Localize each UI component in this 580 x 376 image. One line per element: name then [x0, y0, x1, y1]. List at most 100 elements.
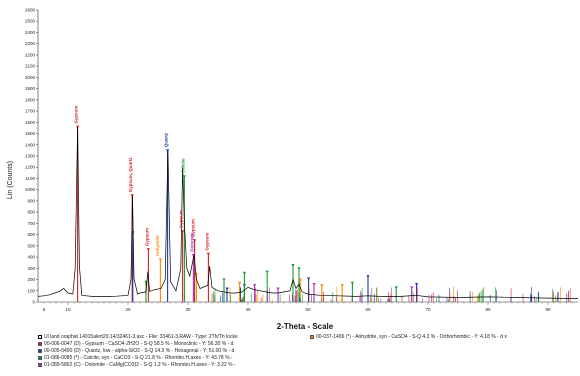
- y-tick-label: 600: [27, 232, 35, 237]
- y-axis-label: Lin (Counts): [7, 161, 14, 199]
- peak-tag-label: Calcite: [180, 158, 185, 173]
- y-tick-label: 1100: [25, 176, 35, 181]
- phase-peak-cap: [206, 252, 210, 256]
- peak-tags: Gypsum Gypsum, Quartz Gypsum Anhydrite Quart…: [74, 106, 210, 257]
- legend-swatch: [38, 348, 42, 353]
- legend-text: 00-037-1496 (*) - Anhydrite, syn - CaSO4…: [316, 333, 507, 340]
- y-tick-label: 2500: [25, 19, 36, 24]
- legend-entry-scan: Ul land oraphat 14015alert29.14/32461-3.…: [38, 333, 238, 340]
- x-tick-label: 50: [305, 307, 311, 312]
- legend-entry-gypsum: 00-006-0047 (D) - Gypsum - CaSO4·2H2O - …: [38, 340, 233, 347]
- y-tick-label: 1200: [25, 165, 36, 170]
- phase-peak-cap: [253, 284, 257, 288]
- y-tick-label: 0: [32, 300, 35, 305]
- peak-tag-label: Gypsum: [179, 210, 184, 228]
- y-tick-label: 2400: [25, 30, 36, 35]
- phase-peak-cap: [158, 258, 162, 262]
- x-tick-label: 90: [545, 307, 551, 312]
- phase-peak-cap: [182, 175, 186, 179]
- legend-swatch: [38, 341, 42, 346]
- x-axis-label: 2-Theta - Scale: [277, 322, 334, 331]
- phase-peak-cap: [222, 278, 226, 282]
- phase-peak-cap: [307, 277, 311, 281]
- y-tick-label: 1000: [25, 187, 36, 192]
- y-tick-label: 400: [27, 255, 35, 260]
- y-tick-label: 1500: [25, 131, 36, 136]
- phase-peak-cap: [340, 284, 344, 288]
- y-tick-label: 2300: [25, 41, 36, 46]
- legend-entry-quartz: 00-005-0490 (D) - Quartz, low - alpha-Si…: [38, 347, 234, 354]
- peak-tag-label: Gypsum: [191, 219, 196, 237]
- series-group: [37, 126, 579, 299]
- x-tick-label: 10: [65, 307, 71, 312]
- legend-swatch: [38, 355, 42, 360]
- phase-peak-cap: [242, 271, 246, 275]
- y-tick-label: 2100: [25, 64, 36, 69]
- y-tick-label: 700: [27, 221, 35, 226]
- legend: Ul land oraphat 14015alert29.14/32461-3.…: [38, 333, 578, 373]
- phase-peak-cap: [193, 239, 197, 243]
- y-tick-label: 800: [27, 210, 35, 215]
- phase-peak-cap: [276, 287, 280, 291]
- y-tick-label: 1700: [25, 109, 36, 114]
- peak-tag-label: Dolomite: [189, 232, 194, 252]
- x-tick-label: 20: [125, 307, 131, 312]
- y-tick-label: 2200: [25, 52, 36, 57]
- y-tick-label: 300: [27, 266, 35, 271]
- legend-text: 00-005-0490 (D) - Quartz, low - alpha-Si…: [44, 347, 235, 354]
- y-tick-label: 1300: [25, 154, 36, 159]
- phase-peak-cap: [320, 284, 324, 288]
- phase-peak-cap: [350, 281, 354, 285]
- peak-tag-label: Quartz: [164, 132, 169, 147]
- phase-peak-cap: [291, 263, 295, 267]
- legend-swatch: [38, 362, 42, 367]
- legend-swatch: [38, 334, 42, 339]
- phase-peak-cap: [238, 281, 242, 285]
- phase-peak-cap: [194, 272, 198, 276]
- phase-peak-cap: [410, 286, 414, 290]
- legend-text: Ul land oraphat 14015alert29.14/32461-3.…: [44, 333, 238, 340]
- y-tick-label: 1600: [25, 120, 36, 125]
- measured-pattern-line: [37, 126, 579, 299]
- phase-peak-cap: [146, 248, 150, 252]
- peak-tag-label: Gypsum: [204, 233, 209, 251]
- plot-area: [37, 10, 578, 303]
- legend-swatch: [310, 334, 314, 339]
- phase-peak-cap: [225, 287, 229, 291]
- x-tick-label: 40: [245, 307, 251, 312]
- legend-text: 01-086-0085 (*) - Calcite, syn - CaCO3 -…: [44, 354, 233, 361]
- x-tick-label: 80: [485, 307, 491, 312]
- y-tick-label: 500: [27, 243, 35, 248]
- x-tick-label: 60: [365, 307, 371, 312]
- y-tick-label: 2000: [25, 75, 36, 80]
- y-tick-label: 200: [27, 277, 35, 282]
- peak-tag-label: Gypsum: [74, 106, 79, 124]
- y-tick-label: 1900: [25, 86, 36, 91]
- x-tick-label: 6: [43, 307, 46, 312]
- phase-peak-cap: [312, 283, 316, 287]
- phase-peak-cap: [366, 275, 370, 279]
- axis-ticks: 0 100 200 300 400 500 600 700 800 900 1000 1100 1200…: [25, 8, 573, 312]
- y-tick-label: 1800: [25, 97, 36, 102]
- x-tick-label: 30: [185, 307, 191, 312]
- legend-entry-anhydrite: 00-037-1496 (*) - Anhydrite, syn - CaSO4…: [310, 333, 507, 340]
- legend-entry-dolomite: 01-089-5862 (C) - Dolomite - CaMg(CO3)2 …: [38, 361, 236, 368]
- peak-tag-label: Gypsum: [144, 228, 149, 246]
- peak-tag-label: Gypsum, Quartz: [128, 157, 133, 193]
- peak-tag-label: Anhydrite: [155, 235, 160, 256]
- phase-peak-cap: [298, 278, 302, 282]
- legend-entry-calcite: 01-086-0085 (*) - Calcite, syn - CaCO3 -…: [38, 354, 233, 361]
- y-tick-label: 900: [27, 198, 35, 203]
- x-tick-label: 70: [425, 307, 431, 312]
- phase-peak-cap: [297, 267, 301, 271]
- y-tick-label: 1400: [25, 142, 36, 147]
- phase-peak-cap: [191, 253, 195, 257]
- legend-text: 01-089-5862 (C) - Dolomite - CaMg(CO3)2 …: [44, 361, 236, 368]
- phase-peak-cap: [394, 286, 398, 290]
- phase-markers: [76, 125, 571, 302]
- y-tick-label: 2600: [25, 8, 36, 13]
- phase-peak-cap: [415, 283, 419, 287]
- legend-text: 00-006-0047 (D) - Gypsum - CaSO4·2H2O - …: [44, 340, 234, 347]
- y-tick-label: 100: [27, 288, 35, 293]
